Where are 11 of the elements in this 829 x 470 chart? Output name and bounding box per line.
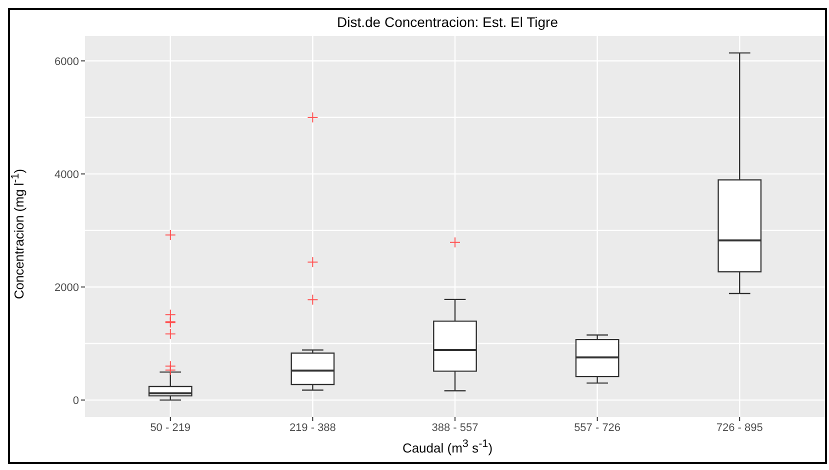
chart-title: Dist.de Concentracion: Est. El Tigre [336,14,559,30]
x-tick-label: 557 - 726 [574,422,621,434]
x-tick-label: 726 - 895 [716,422,763,434]
x-tick-label: 50 - 219 [150,422,191,434]
x-axis-title: Caudal (m$^{3}$ s$^{-1}$) [401,438,494,456]
x-tick-label: 219 - 388 [289,422,336,434]
y-tick-label: 4000 [54,168,79,181]
x-tick-label: 388 - 557 [432,422,478,434]
y-tick-label: 2000 [54,282,79,294]
y-tick-label: 0 [72,394,79,407]
y-tick-label: 6000 [54,56,79,68]
